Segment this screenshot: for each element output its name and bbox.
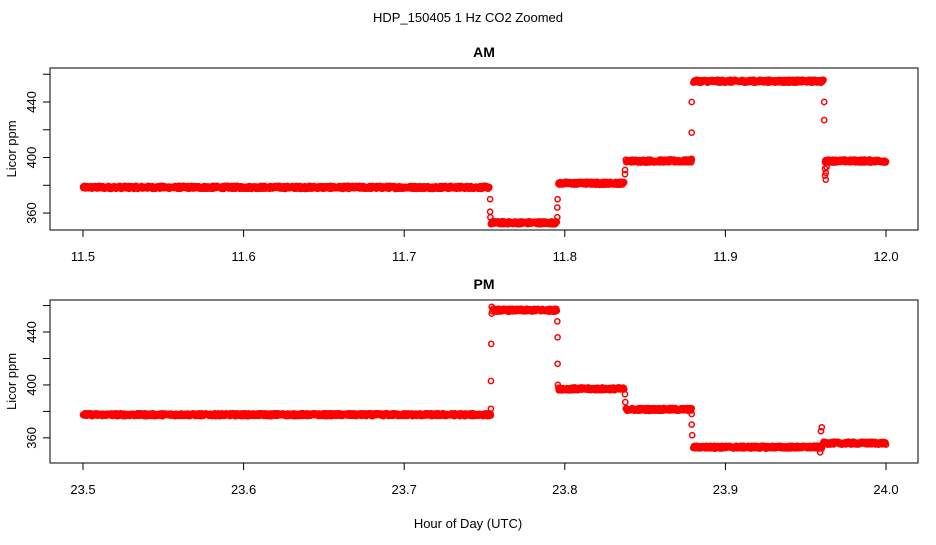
data-point — [553, 204, 561, 211]
data-point — [554, 381, 562, 389]
data-point — [554, 333, 561, 341]
panel-pm: PM Licor ppm 360 400 440 23.5 23.6 23.7 23.8 23.9… — [4, 276, 919, 497]
y-tick-label: 360 — [24, 427, 39, 449]
plot-frame — [49, 67, 919, 231]
data-point — [688, 431, 696, 439]
data-point — [486, 195, 494, 203]
data-point — [487, 405, 495, 413]
data-points — [79, 303, 890, 456]
data-point — [554, 360, 561, 368]
data-point — [688, 155, 696, 163]
panel-am: AM Licor ppm 360 400 440 11.5 11.6 11.7 11.8 11.9… — [4, 44, 919, 264]
data-point — [688, 421, 696, 428]
x-tick-label: 11.6 — [231, 249, 255, 264]
data-point — [621, 166, 629, 174]
y-tick-label: 440 — [24, 91, 39, 113]
y-tick-label: 400 — [24, 374, 39, 396]
x-tick-label: 23.6 — [231, 482, 256, 497]
data-point — [487, 340, 495, 348]
data-point — [485, 183, 493, 191]
data-point — [882, 441, 890, 448]
x-tick-label: 11.7 — [392, 249, 416, 264]
data-point — [554, 195, 561, 203]
data-point — [487, 213, 494, 221]
data-point — [822, 176, 830, 184]
data-point — [688, 129, 696, 136]
x-axis-label: Hour of Day (UTC) — [414, 516, 522, 531]
x-tick-label: 24.0 — [873, 482, 898, 497]
data-point — [488, 310, 496, 317]
x-tick-label: 12.0 — [873, 249, 898, 264]
panel-title: AM — [473, 44, 495, 60]
data-point — [688, 98, 696, 106]
y-tick-label: 440 — [24, 321, 39, 343]
data-point — [553, 307, 561, 315]
data-point — [487, 412, 495, 419]
data-point — [818, 423, 826, 431]
data-point — [621, 398, 629, 406]
data-point — [823, 163, 830, 171]
y-tick-label: 400 — [24, 147, 39, 169]
data-points — [79, 76, 890, 228]
data-point — [553, 213, 561, 221]
data-point — [620, 178, 628, 186]
x-tick-label: 11.9 — [713, 249, 737, 264]
x-tick-label: 23.7 — [392, 482, 417, 497]
data-point — [486, 208, 494, 216]
data-point — [488, 303, 496, 311]
data-point — [621, 390, 629, 398]
y-axis-label: Licor ppm — [4, 120, 19, 177]
y-axis-label: Licor ppm — [4, 353, 19, 410]
data-point — [621, 170, 629, 178]
data-point — [817, 427, 825, 435]
y-tick-label: 360 — [24, 202, 39, 224]
panel-title: PM — [474, 276, 495, 292]
x-tick-label: 23.8 — [552, 482, 577, 497]
data-point — [820, 116, 828, 124]
figure-title: HDP_150405 1 Hz CO2 Zoomed — [373, 10, 563, 25]
x-tick-label: 11.5 — [71, 249, 95, 264]
plot-frame — [49, 299, 919, 464]
data-point — [820, 76, 827, 84]
data-point — [816, 449, 824, 456]
data-point — [688, 410, 696, 418]
data-point — [820, 98, 828, 106]
x-tick-label: 23.5 — [70, 482, 95, 497]
data-point — [553, 318, 561, 325]
x-tick-label: 11.8 — [553, 249, 577, 264]
x-tick-label: 23.9 — [713, 482, 738, 497]
data-point — [487, 377, 495, 385]
data-point — [882, 158, 890, 165]
